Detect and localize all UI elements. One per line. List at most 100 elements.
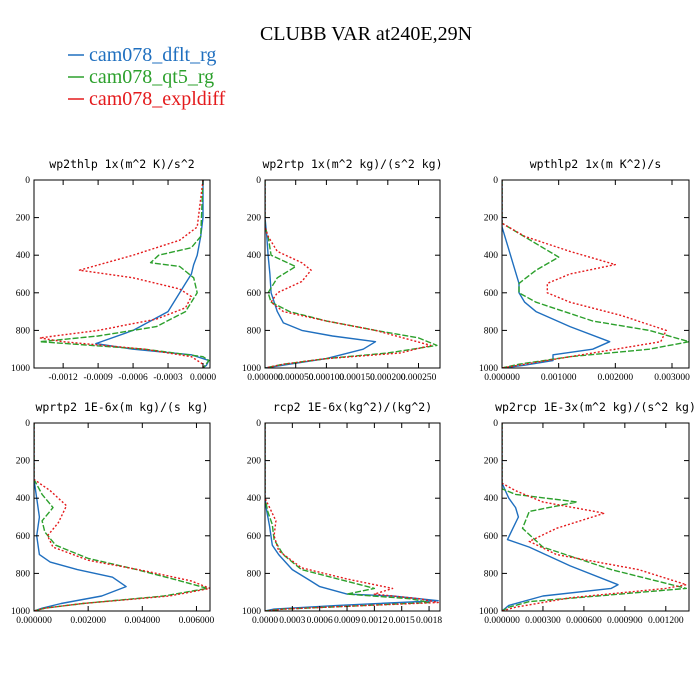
series-line-2 xyxy=(34,423,209,611)
x-tick-label: 0.000100 xyxy=(309,373,345,383)
y-tick-label: 600 xyxy=(16,532,31,542)
panel-title: wp2rtp 1x(m^2 kg)/(s^2 kg) xyxy=(262,157,442,171)
y-tick-label: 200 xyxy=(247,214,262,224)
x-tick-label: 0.000900 xyxy=(607,616,643,626)
legend-label: cam078_expldiff xyxy=(89,88,226,110)
series-group xyxy=(265,180,438,368)
x-tick-label: 0.000600 xyxy=(566,616,602,626)
y-tick-label: 1000 xyxy=(479,364,498,374)
legend-label: cam078_qt5_rg xyxy=(89,66,214,88)
legend: cam078_dflt_rgcam078_qt5_rgcam078_expldi… xyxy=(68,44,226,110)
x-tick-label: 0.006000 xyxy=(179,616,215,626)
series-line-2 xyxy=(39,180,210,368)
series-line-2 xyxy=(502,423,687,611)
series-line-1 xyxy=(265,180,377,368)
x-tick-label: 0.003000 xyxy=(654,373,690,383)
chart-panel: wp2rtp 1x(m^2 kg)/(s^2 kg)0 200 400 600 800 1… xyxy=(242,157,443,383)
plot-frame xyxy=(501,422,690,612)
y-tick-label: 0 xyxy=(25,176,30,186)
x-tick-label: 0.000300 xyxy=(525,616,561,626)
series-line-1 xyxy=(502,423,619,611)
y-tick-label: 200 xyxy=(16,214,31,224)
series-group xyxy=(34,423,210,611)
plot-frame xyxy=(264,179,441,369)
plot-frame xyxy=(33,422,211,612)
panel-title: wpthlp2 1x(m K^2)/s xyxy=(530,157,662,171)
series-group xyxy=(39,180,210,368)
x-tick-label: 0.0000 xyxy=(190,373,216,383)
series-line-2 xyxy=(502,180,689,368)
chart-panels: wp2thlp 1x(m^2 K)/s^2 0 200 400 600 800 1000 -0… xyxy=(11,157,696,626)
plot-frame xyxy=(501,179,690,369)
y-tick-label: 200 xyxy=(484,457,499,467)
y-tick-label: 800 xyxy=(16,569,31,579)
x-tick-label: 0.000000 xyxy=(484,373,520,383)
x-tick-label: -0.0009 xyxy=(83,373,113,383)
x-tick-label: 0.0006 xyxy=(307,616,333,626)
y-tick-label: 600 xyxy=(484,532,499,542)
chart-panel: wp2rcp 1E-3x(m^2 kg)/(s^2 kg) 0 200 400 600 8… xyxy=(479,400,696,626)
y-tick-label: 200 xyxy=(16,457,31,467)
y-tick-label: 400 xyxy=(247,494,262,504)
y-tick-label: 200 xyxy=(247,457,262,467)
y-tick-label: 800 xyxy=(16,326,31,336)
y-tick-label: 1000 xyxy=(479,607,498,617)
y-tick-label: 800 xyxy=(247,326,262,336)
series-line-3 xyxy=(34,423,210,611)
panel-title: rcp2 1E-6x(kg^2)/(kg^2) xyxy=(273,400,432,414)
x-tick-label: 0.000250 xyxy=(401,373,437,383)
panel-title: wp2thlp 1x(m^2 K)/s^2 xyxy=(49,157,194,171)
y-tick-label: 600 xyxy=(484,289,499,299)
x-tick-label: 0.0012 xyxy=(361,616,387,626)
x-tick-label: 0.000000 xyxy=(484,616,520,626)
x-tick-label: 0.001200 xyxy=(648,616,684,626)
x-tick-label: 0.004000 xyxy=(124,616,160,626)
series-group xyxy=(265,423,439,611)
y-tick-label: 200 xyxy=(484,214,499,224)
x-tick-label: 0.0018 xyxy=(416,616,442,626)
series-group xyxy=(502,180,689,368)
series-line-3 xyxy=(265,423,439,611)
plot-frame xyxy=(33,179,211,369)
x-tick-label: -0.0012 xyxy=(48,373,78,383)
series-line-1 xyxy=(95,180,210,368)
x-tick-label: 0.001000 xyxy=(541,373,577,383)
x-tick-label: 0.0009 xyxy=(334,616,360,626)
y-tick-label: 400 xyxy=(247,251,262,261)
y-tick-label: 400 xyxy=(484,494,499,504)
y-tick-label: 1000 xyxy=(242,364,261,374)
y-tick-label: 0 xyxy=(493,419,498,429)
y-tick-label: 600 xyxy=(247,289,262,299)
series-line-2 xyxy=(265,423,430,611)
y-tick-label: 400 xyxy=(484,251,499,261)
y-tick-label: 400 xyxy=(16,251,31,261)
series-line-3 xyxy=(502,423,687,611)
y-tick-label: 1000 xyxy=(11,364,30,374)
y-tick-label: 0 xyxy=(493,176,498,186)
y-tick-label: 0 xyxy=(256,419,261,429)
x-tick-label: 0.002000 xyxy=(598,373,634,383)
legend-label: cam078_dflt_rg xyxy=(89,44,216,66)
series-line-3 xyxy=(265,180,432,368)
x-tick-label: -0.0003 xyxy=(153,373,183,383)
chart-panel: wpthlp2 1x(m K^2)/s020040060080010000.00… xyxy=(479,157,690,383)
series-group xyxy=(502,423,687,611)
series-line-3 xyxy=(39,180,204,368)
panel-title: wprtp2 1E-6x(m kg)/(s kg) xyxy=(35,400,208,414)
chart-panel: wp2thlp 1x(m^2 K)/s^2 0 200 400 600 800 1000 -0… xyxy=(11,157,216,383)
series-line-3 xyxy=(502,180,667,368)
y-tick-label: 1000 xyxy=(242,607,261,617)
panel-title: wp2rcp 1E-3x(m^2 kg)/(s^2 kg) xyxy=(495,400,696,414)
x-tick-label: 0.000000 xyxy=(247,373,283,383)
y-tick-label: 800 xyxy=(247,569,262,579)
y-tick-label: 600 xyxy=(247,532,262,542)
y-tick-label: 600 xyxy=(16,289,31,299)
x-tick-label: 0.000000 xyxy=(16,616,52,626)
y-tick-label: 800 xyxy=(484,569,499,579)
chart-panel: rcp2 1E-6x(kg^2)/(kg^2) 0 200 400 600 800 1000… xyxy=(242,400,442,626)
figure-title: CLUBB VAR at240E,29N xyxy=(260,23,472,45)
series-line-1 xyxy=(34,423,127,611)
x-tick-label: 0.000200 xyxy=(370,373,406,383)
y-tick-label: 1000 xyxy=(11,607,30,617)
